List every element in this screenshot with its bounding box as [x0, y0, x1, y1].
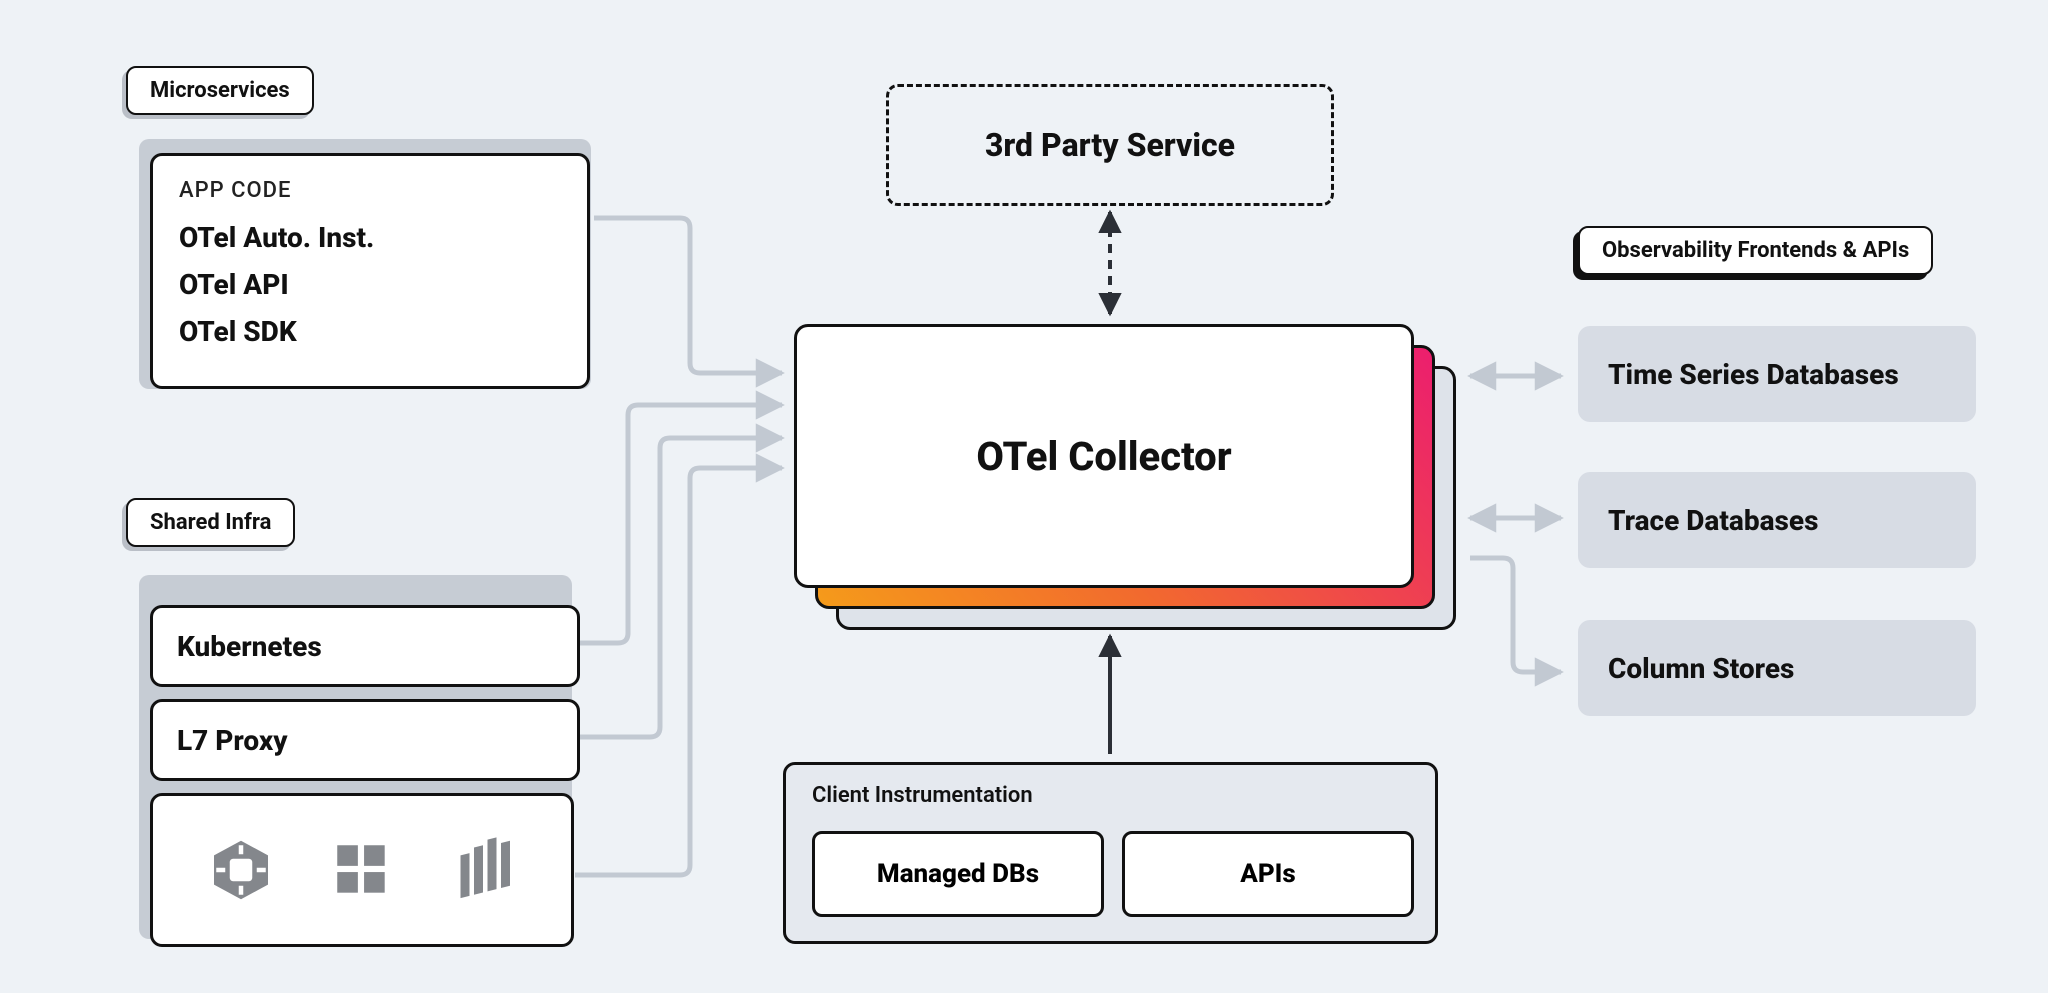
- label-shared-infra-text: Shared Infra: [150, 510, 271, 535]
- db-column-text: Column Stores: [1608, 652, 1794, 685]
- db-timeseries: Time Series Databases: [1578, 326, 1976, 422]
- client-managed-dbs-text: Managed DBs: [877, 859, 1039, 889]
- infra-row-kubernetes: Kubernetes: [150, 605, 580, 687]
- third-party-text: 3rd Party Service: [985, 126, 1235, 164]
- azure-icon: [329, 837, 395, 903]
- arrow-cloud-to-collector: [575, 468, 782, 875]
- collector-front: OTel Collector: [794, 324, 1414, 588]
- app-code-line-0: OTel Auto. Inst.: [179, 221, 561, 254]
- infra-row-cloud: [150, 793, 574, 947]
- third-party-box: 3rd Party Service: [886, 84, 1334, 206]
- microservices-box: APP CODE OTel Auto. Inst. OTel API OTel …: [150, 153, 590, 389]
- label-microservices: Microservices: [126, 66, 314, 115]
- collector-text: OTel Collector: [976, 433, 1231, 480]
- collector-stack: OTel Collector: [794, 324, 1454, 624]
- client-managed-dbs: Managed DBs: [812, 831, 1104, 917]
- client-instrumentation-box: Client Instrumentation Managed DBs APIs: [783, 762, 1438, 944]
- client-title: Client Instrumentation: [812, 783, 1033, 808]
- app-code-line-1: OTel API: [179, 268, 561, 301]
- client-apis: APIs: [1122, 831, 1414, 917]
- arrow-l7-to-collector: [575, 438, 782, 737]
- arrow-ms-to-collector: [594, 218, 782, 373]
- infra-l7-text: L7 Proxy: [177, 724, 288, 757]
- arrow-k8s-to-collector: [575, 405, 782, 643]
- infra-kubernetes-text: Kubernetes: [177, 630, 322, 663]
- label-observability-text: Observability Frontends & APIs: [1602, 238, 1909, 263]
- app-code-line-2: OTel SDK: [179, 315, 561, 348]
- infra-row-l7proxy: L7 Proxy: [150, 699, 580, 781]
- label-shared-infra: Shared Infra: [126, 498, 295, 547]
- diagram-canvas: Microservices APP CODE OTel Auto. Inst. …: [0, 0, 2048, 993]
- db-trace: Trace Databases: [1578, 472, 1976, 568]
- client-apis-text: APIs: [1240, 859, 1296, 889]
- label-microservices-text: Microservices: [150, 78, 290, 103]
- gcp-icon: [205, 834, 277, 906]
- arrow-collector-column: [1470, 558, 1561, 672]
- db-trace-text: Trace Databases: [1608, 504, 1818, 537]
- label-observability: Observability Frontends & APIs: [1578, 226, 1933, 275]
- aws-icon: [447, 834, 519, 906]
- db-timeseries-text: Time Series Databases: [1608, 358, 1899, 391]
- db-column: Column Stores: [1578, 620, 1976, 716]
- app-code-title: APP CODE: [179, 178, 561, 203]
